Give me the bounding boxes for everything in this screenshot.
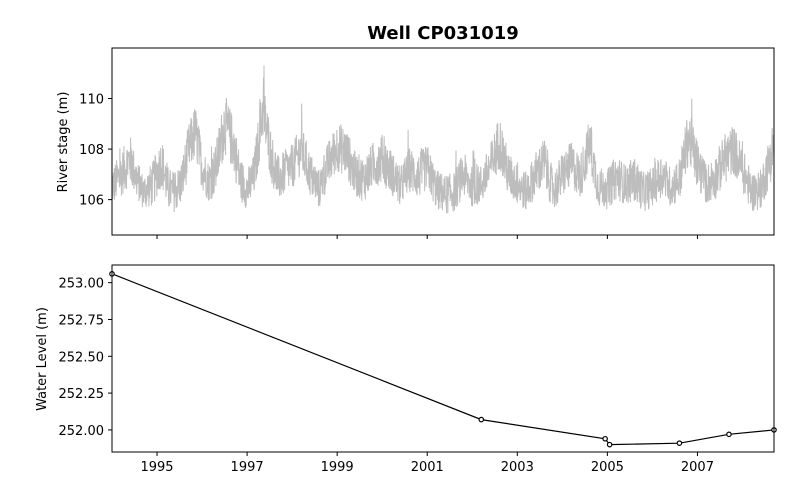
water-level-plot-area (109, 271, 777, 448)
water-level-frame (111, 264, 775, 453)
water-level-point (726, 431, 732, 438)
water-level-y-ticks: 252.00 252.25 252.50 252.75 253.00 (59, 277, 112, 439)
river-stage-y-tick-label: 108 (79, 143, 104, 158)
river-stage-series-line (111, 65, 775, 214)
chart-title: Well CP031019 (367, 23, 519, 44)
water-level-y-tick-label: 252.75 (59, 313, 105, 328)
water-level-y-tick-label: 252.25 (59, 387, 105, 402)
river-stage-frame (111, 47, 775, 236)
water-level-y-tick-label: 253.00 (59, 277, 105, 292)
water-level-point (606, 441, 613, 448)
water-level-y-axis-label: Water Level (m) (35, 307, 50, 411)
water-level-x-tick-label: 1995 (140, 460, 173, 475)
water-level-y-tick-label: 252.00 (59, 424, 105, 439)
river-stage-y-axis-label: River stage (m) (56, 92, 71, 193)
water-level-x-tick-label: 2007 (681, 460, 714, 475)
water-level-x-tick-label: 2003 (501, 460, 534, 475)
river-stage-y-tick-label: 106 (79, 194, 104, 209)
water-level-series-line (111, 273, 775, 446)
water-level-x-tick-label: 2001 (411, 460, 444, 475)
river-stage-panel: 106 108 110 River stage (m) (56, 47, 775, 239)
water-level-y-tick-label: 252.50 (59, 350, 105, 365)
river-stage-y-ticks: 106 108 110 (79, 93, 112, 209)
water-level-x-tick-label: 1997 (231, 460, 264, 475)
water-level-x-ticks: 1995 1997 1999 2001 2003 2005 2007 (140, 452, 714, 475)
water-level-x-tick-label: 2005 (591, 460, 624, 475)
water-level-point (602, 435, 608, 442)
water-level-x-tick-label: 1999 (321, 460, 354, 475)
river-stage-x-ticks (156, 235, 698, 239)
river-stage-y-tick-label: 110 (79, 93, 104, 108)
water-level-point (676, 440, 683, 446)
water-level-point (478, 416, 485, 423)
river-stage-plot-area (111, 65, 775, 214)
